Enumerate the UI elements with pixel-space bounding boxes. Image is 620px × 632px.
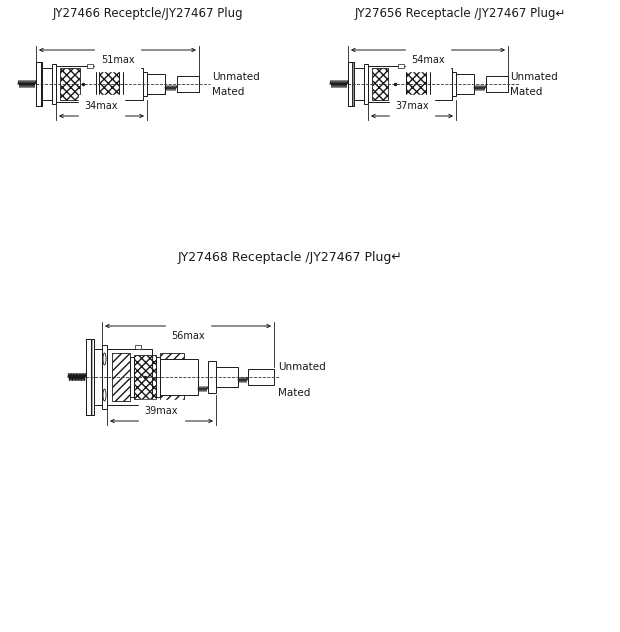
Bar bbox=[216, 367, 238, 387]
Bar bbox=[208, 361, 216, 393]
Bar bbox=[354, 68, 364, 100]
Text: 51max: 51max bbox=[100, 55, 135, 65]
Bar bbox=[42, 68, 52, 100]
Bar bbox=[56, 66, 96, 102]
Bar bbox=[348, 62, 354, 106]
Bar bbox=[398, 64, 404, 68]
Ellipse shape bbox=[103, 389, 106, 401]
Text: Mated: Mated bbox=[510, 87, 542, 97]
Bar bbox=[52, 64, 56, 104]
Bar bbox=[430, 68, 452, 100]
Bar bbox=[99, 66, 119, 102]
Bar bbox=[426, 64, 430, 104]
Text: JY27656 Receptacle /JY27467 Plug↵: JY27656 Receptacle /JY27467 Plug↵ bbox=[354, 8, 565, 20]
Bar bbox=[406, 66, 426, 102]
Text: Mated: Mated bbox=[278, 388, 311, 398]
Bar bbox=[486, 76, 508, 92]
Text: 39max: 39max bbox=[144, 406, 179, 416]
Bar bbox=[112, 353, 130, 401]
Bar bbox=[177, 76, 199, 92]
Bar bbox=[452, 72, 456, 96]
Bar bbox=[160, 353, 184, 401]
Text: 56max: 56max bbox=[171, 331, 205, 341]
Text: JY27468 Receptacle /JY27467 Plug↵: JY27468 Receptacle /JY27467 Plug↵ bbox=[177, 250, 402, 264]
Text: 37max: 37max bbox=[395, 101, 429, 111]
Bar bbox=[372, 68, 388, 100]
Text: Unmated: Unmated bbox=[212, 72, 260, 82]
Bar bbox=[160, 359, 198, 395]
Text: 34max: 34max bbox=[85, 101, 118, 111]
Bar bbox=[86, 339, 94, 415]
Bar bbox=[348, 62, 354, 106]
Text: 54max: 54max bbox=[411, 55, 445, 65]
Bar bbox=[102, 345, 107, 409]
Bar bbox=[107, 349, 152, 405]
Bar bbox=[368, 66, 390, 102]
Bar bbox=[96, 70, 99, 98]
Bar bbox=[135, 345, 141, 349]
Bar bbox=[147, 74, 165, 94]
Bar bbox=[143, 72, 147, 96]
Bar bbox=[156, 357, 160, 397]
Text: Unmated: Unmated bbox=[278, 362, 326, 372]
Bar bbox=[36, 62, 42, 106]
Text: Mated: Mated bbox=[212, 87, 244, 97]
Bar bbox=[94, 349, 102, 405]
Bar bbox=[368, 66, 406, 102]
Bar bbox=[134, 355, 156, 399]
Bar bbox=[36, 62, 42, 106]
Ellipse shape bbox=[103, 353, 106, 365]
Bar bbox=[456, 74, 474, 94]
Bar bbox=[130, 357, 134, 397]
Text: JY27466 Receptcle/JY27467 Plug: JY27466 Receptcle/JY27467 Plug bbox=[53, 8, 243, 20]
Bar bbox=[87, 64, 93, 68]
Bar bbox=[364, 64, 368, 104]
Bar bbox=[86, 339, 94, 415]
Bar bbox=[60, 68, 80, 100]
Bar bbox=[119, 64, 123, 104]
Bar bbox=[123, 68, 143, 100]
Bar bbox=[248, 369, 274, 385]
Text: Unmated: Unmated bbox=[510, 72, 558, 82]
